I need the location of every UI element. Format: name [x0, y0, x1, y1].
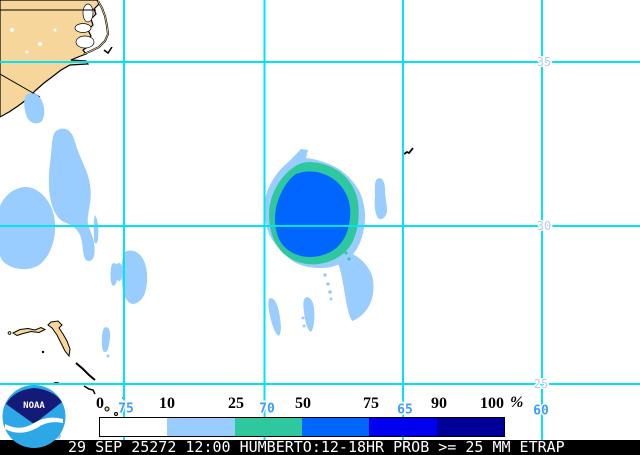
- cape-island: [103, 46, 113, 55]
- prob-50-75-core: [275, 171, 351, 257]
- legend-tick-25: 25: [228, 395, 244, 412]
- scale-segment-90-100: [436, 418, 504, 436]
- legend-tick-50: 50: [295, 395, 311, 412]
- scale-segment-10-25: [167, 418, 235, 436]
- legend-tick-0: 0: [96, 395, 104, 412]
- scale-segment-50-75: [301, 418, 370, 436]
- lat-lon-grid: [0, 0, 640, 440]
- lat-label-30: 30: [536, 219, 552, 233]
- status-bar-text: 29 SEP 25272 12:00 HUMBERTO:12-18HR PROB…: [68, 440, 565, 455]
- lon-label-60: 60: [533, 403, 549, 419]
- lon-label-65: 65: [397, 402, 413, 418]
- scale-segment-75-90: [369, 418, 437, 436]
- legend-tick-10: 10: [159, 395, 175, 412]
- scale-segment-25-50: [234, 418, 302, 436]
- legend-tick-75: 75: [363, 395, 379, 412]
- legend-tick-100: 100: [480, 395, 504, 412]
- state-border: [0, 73, 41, 98]
- status-bar: 29 SEP 25272 12:00 HUMBERTO:12-18HR PROB…: [0, 440, 640, 455]
- probability-color-scale: [99, 417, 505, 437]
- lat-label-35: 35: [536, 55, 552, 69]
- legend-tick-90: 90: [431, 395, 447, 412]
- land-coastline: [0, 0, 113, 118]
- lon-label-70: 70: [259, 401, 275, 417]
- seagull-icon: [5, 417, 63, 433]
- lon-label-75: 75: [118, 401, 134, 417]
- lat-label-25: 25: [533, 377, 549, 391]
- scale-segment-0-10: [100, 418, 168, 436]
- bahamas-islands: [7, 320, 126, 416]
- bermuda-island: [403, 147, 414, 155]
- noaa-logo: NOAA: [2, 385, 66, 448]
- noaa-logo-text: NOAA: [23, 401, 45, 411]
- legend-unit-percent: %: [510, 394, 524, 411]
- probability-patches: [0, 93, 387, 439]
